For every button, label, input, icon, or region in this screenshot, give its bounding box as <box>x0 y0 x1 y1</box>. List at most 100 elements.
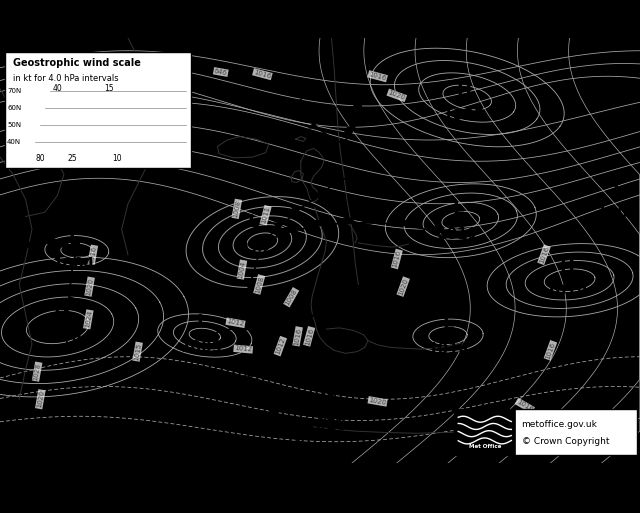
Polygon shape <box>241 348 250 354</box>
Bar <box>454 408 515 456</box>
Polygon shape <box>39 238 53 244</box>
Text: x: x <box>564 280 569 289</box>
Polygon shape <box>56 240 69 247</box>
Polygon shape <box>300 111 308 116</box>
Polygon shape <box>67 346 75 351</box>
Polygon shape <box>369 218 385 224</box>
Text: H: H <box>456 81 472 100</box>
Text: L: L <box>247 213 259 231</box>
Text: metoffice.gov.uk: metoffice.gov.uk <box>522 421 598 429</box>
Text: 1016: 1016 <box>88 245 97 264</box>
Polygon shape <box>71 272 79 278</box>
Text: 1025: 1025 <box>305 419 348 433</box>
Polygon shape <box>308 123 317 128</box>
Text: 994: 994 <box>237 240 269 255</box>
Polygon shape <box>362 178 370 184</box>
Text: 1020: 1020 <box>85 278 94 296</box>
Bar <box>5 52 191 168</box>
Polygon shape <box>307 447 316 452</box>
Polygon shape <box>334 177 342 183</box>
Polygon shape <box>255 261 264 266</box>
Text: 40: 40 <box>53 84 63 93</box>
Text: L: L <box>68 230 79 248</box>
Polygon shape <box>281 227 296 235</box>
Polygon shape <box>294 100 303 104</box>
Text: © Crown Copyright: © Crown Copyright <box>522 437 609 446</box>
Text: 25: 25 <box>68 153 77 163</box>
Text: 80: 80 <box>36 153 45 163</box>
Polygon shape <box>354 100 361 109</box>
Text: Geostrophic wind scale: Geostrophic wind scale <box>13 58 141 68</box>
Text: 1009: 1009 <box>180 340 223 355</box>
Text: 1016: 1016 <box>392 249 402 268</box>
Text: 1016: 1016 <box>304 327 314 346</box>
Text: 1012: 1012 <box>226 318 245 327</box>
Text: 1008: 1008 <box>596 206 639 221</box>
Text: 10: 10 <box>113 153 122 163</box>
Polygon shape <box>246 370 255 376</box>
Text: 1024: 1024 <box>84 310 93 329</box>
Text: 1020: 1020 <box>397 277 409 296</box>
Polygon shape <box>22 241 36 248</box>
Polygon shape <box>270 411 280 416</box>
Polygon shape <box>274 223 283 228</box>
Polygon shape <box>68 297 77 302</box>
Text: 1004: 1004 <box>237 260 246 279</box>
Text: 70N: 70N <box>7 88 21 94</box>
Text: 1020: 1020 <box>368 397 387 406</box>
Polygon shape <box>368 309 382 313</box>
Text: H: H <box>53 302 68 320</box>
Text: L: L <box>196 313 207 331</box>
Polygon shape <box>256 391 265 397</box>
Text: 1008: 1008 <box>284 288 298 307</box>
Text: 1016: 1016 <box>368 71 387 82</box>
Bar <box>454 408 637 456</box>
Text: 1025: 1025 <box>443 108 485 123</box>
Text: 15: 15 <box>104 84 114 93</box>
Polygon shape <box>288 429 297 435</box>
Text: x: x <box>202 332 207 343</box>
Polygon shape <box>230 323 244 329</box>
Text: 1011: 1011 <box>436 227 479 242</box>
Polygon shape <box>298 312 312 318</box>
Text: x: x <box>445 336 451 346</box>
Polygon shape <box>264 317 278 322</box>
Text: H: H <box>319 391 334 409</box>
Polygon shape <box>351 114 360 123</box>
Text: x: x <box>324 412 329 422</box>
Polygon shape <box>248 283 257 288</box>
Text: 1016: 1016 <box>538 245 550 264</box>
Text: 40N: 40N <box>7 139 21 145</box>
Text: 1030: 1030 <box>40 329 82 344</box>
Text: 1016: 1016 <box>515 399 534 413</box>
Text: L: L <box>442 315 454 333</box>
Text: 646: 646 <box>214 68 228 76</box>
Polygon shape <box>399 221 414 227</box>
Text: L: L <box>452 200 463 218</box>
Polygon shape <box>333 309 347 314</box>
Polygon shape <box>313 192 322 198</box>
Text: 1014: 1014 <box>427 342 469 357</box>
Polygon shape <box>309 221 324 227</box>
Polygon shape <box>403 309 417 314</box>
Polygon shape <box>428 226 443 233</box>
Text: x: x <box>250 237 255 247</box>
Text: Forecast chart (T+12) Valid 12 UTC Tue 28 May 2024: Forecast chart (T+12) Valid 12 UTC Tue 2… <box>3 20 234 29</box>
Text: 1016: 1016 <box>293 327 302 346</box>
Polygon shape <box>239 326 248 332</box>
Text: 1008: 1008 <box>232 200 241 218</box>
Polygon shape <box>67 321 75 326</box>
Text: 1016: 1016 <box>545 341 556 360</box>
Text: 60N: 60N <box>7 105 21 111</box>
Text: Met Office: Met Office <box>468 444 501 449</box>
Polygon shape <box>353 87 360 96</box>
Text: 1028: 1028 <box>33 362 42 381</box>
Polygon shape <box>292 207 301 212</box>
Text: H: H <box>559 258 574 275</box>
Polygon shape <box>323 133 330 139</box>
Text: L: L <box>612 179 623 197</box>
Text: 1012: 1012 <box>275 337 286 356</box>
Polygon shape <box>339 218 355 224</box>
Text: 1011: 1011 <box>260 206 271 225</box>
Text: in kt for 4.0 hPa intervals: in kt for 4.0 hPa intervals <box>13 74 118 83</box>
